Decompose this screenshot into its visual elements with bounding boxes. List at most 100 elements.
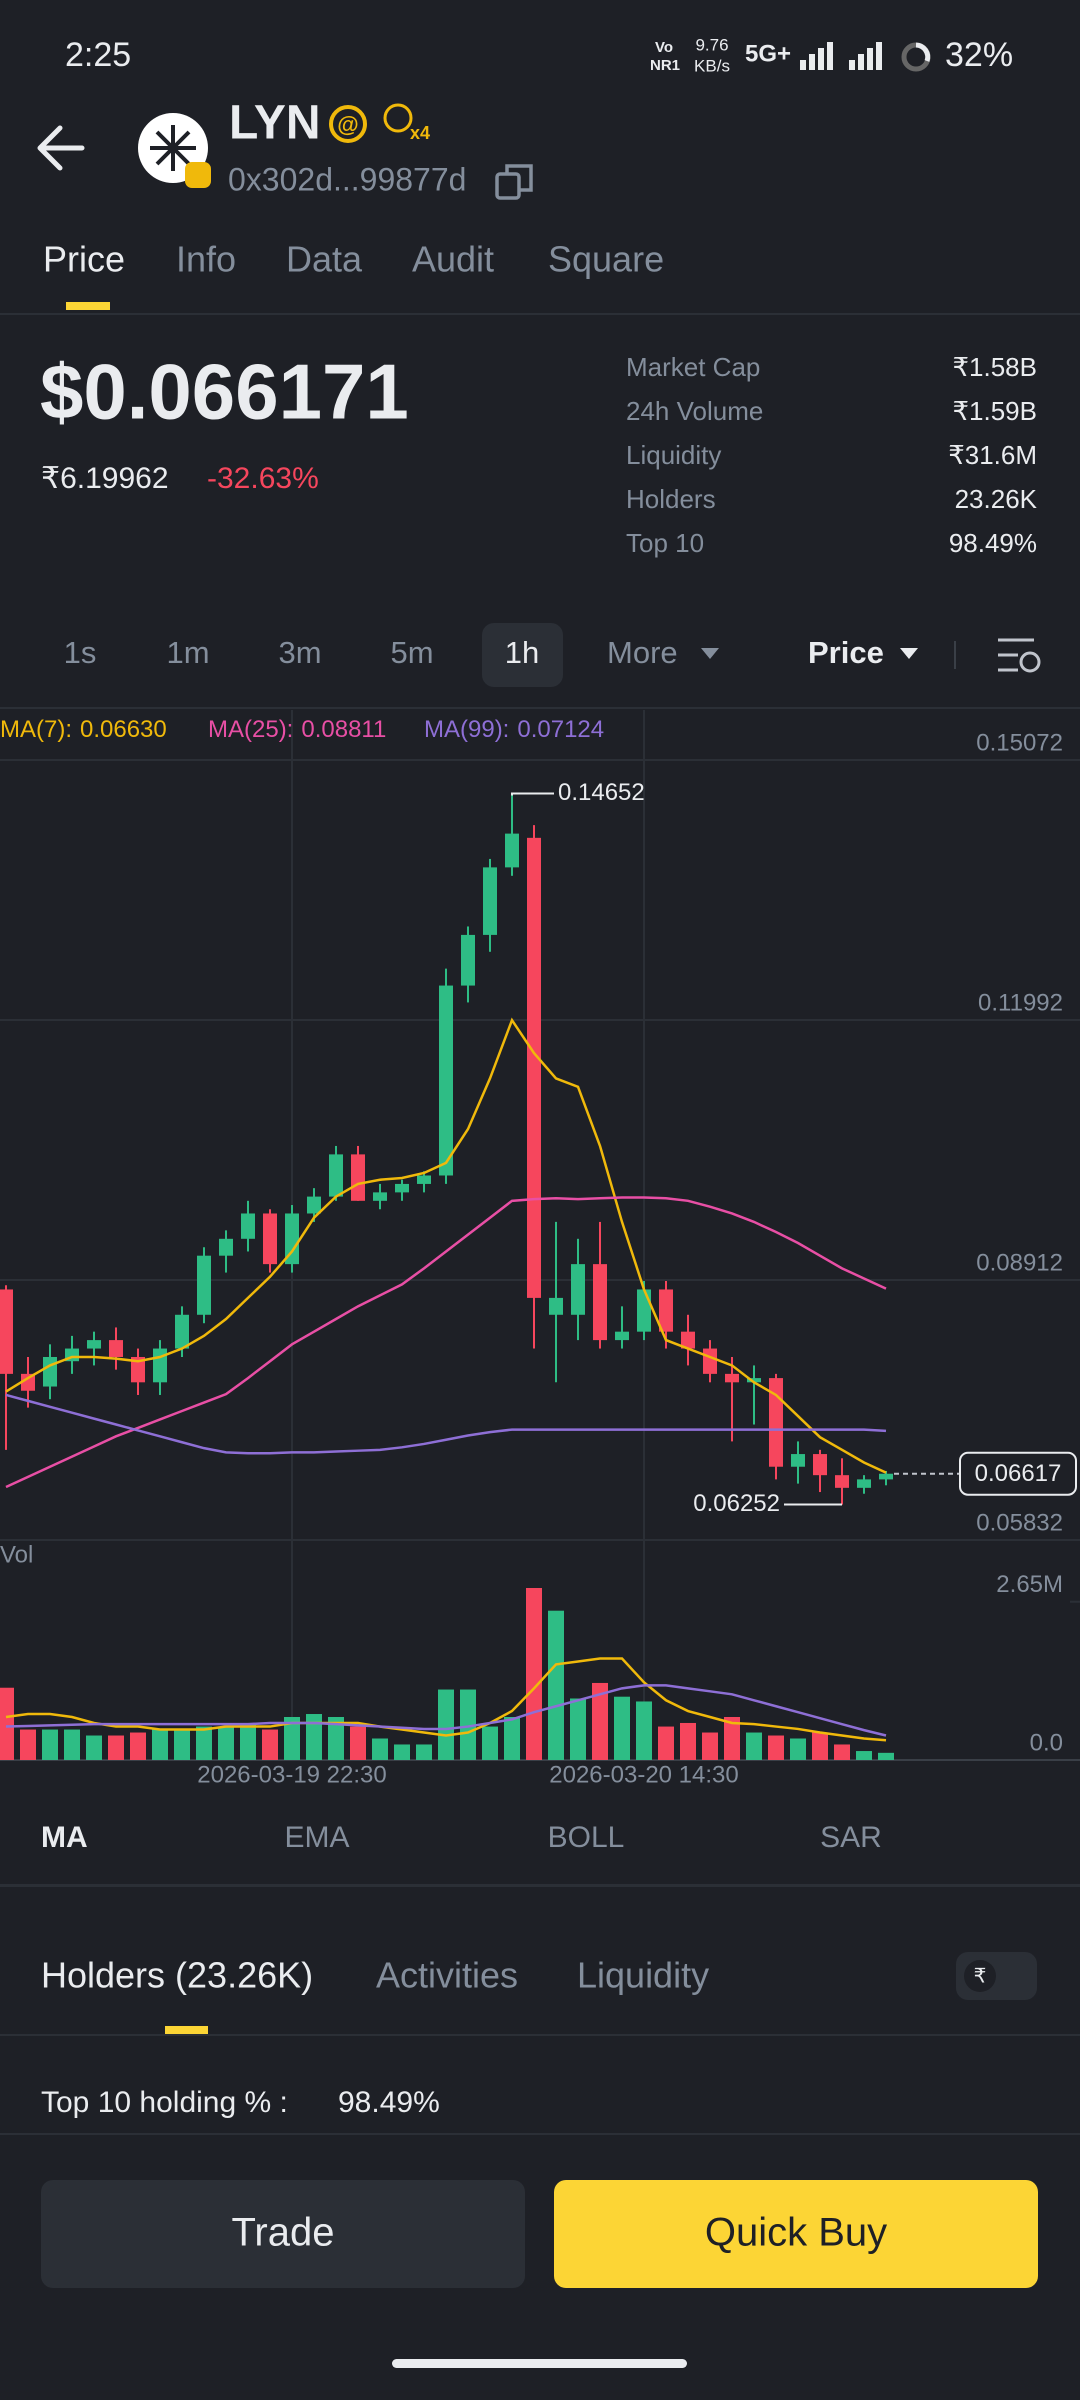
ma-line [5,1657,887,1742]
address: 0x302d...99877d [228,161,466,197]
tab[interactable]: Info [176,239,236,280]
volume-bar [42,1729,58,1760]
candle-body [351,1154,365,1201]
battery-level [915,42,931,62]
candle-body [527,837,541,1298]
candle-body [725,1373,739,1383]
candle-body [109,1340,123,1357]
network: 5G+ [745,40,791,67]
interval[interactable]: 1h [505,635,539,670]
candle-body [835,1475,849,1488]
clock: 2:25 [65,36,131,74]
tab[interactable]: Data [286,239,363,280]
ma-legend: MA(25): 0.08811 [208,716,386,743]
volume-bar [394,1744,410,1760]
indicator[interactable]: BOLL [548,1821,625,1854]
separator [954,641,956,669]
last-price-box [959,1451,1077,1496]
holder-tab[interactable]: Liquidity [577,1955,709,1996]
volume-bar [702,1732,718,1760]
candle-body [219,1238,233,1256]
volume-bar [482,1726,498,1760]
top10-label: Top 10 holding % : [41,2086,288,2119]
price-chart: 0.15072 0.11992 0.08912 0.05832 2026-03-19 2… [0,710,1080,1788]
stat-label: 24h Volume [626,396,763,426]
stat-value: ₹1.58B [953,352,1038,382]
volume-bar [196,1726,212,1760]
candle-body [395,1183,409,1193]
ma-line [5,1017,887,1474]
volume-bar [328,1717,344,1760]
candle-body [681,1331,695,1349]
home-indicator [392,2359,687,2368]
interval[interactable]: 5m [390,635,433,670]
volte: Vo [655,39,673,56]
volume-bar [834,1744,850,1760]
price-menu[interactable]: Price [808,635,884,670]
candle-body [659,1289,673,1332]
currency: ₹ [974,1965,987,1987]
interval[interactable]: 1s [64,635,97,670]
candle-body [0,1289,13,1374]
volume-bar [372,1738,388,1760]
stat-label: Liquidity [626,440,721,470]
more-menu[interactable]: More [607,635,678,670]
back-button[interactable] [37,125,85,171]
volume-bar [570,1698,586,1760]
volume-bar [438,1689,454,1760]
candle-body [461,934,475,986]
quick-buy-button[interactable] [554,2180,1038,2288]
stat-value: ₹31.6M [948,440,1037,470]
volume-bar [240,1722,256,1760]
stat-value: 98.49% [949,528,1037,558]
candle-body [21,1373,35,1391]
volume-bar [0,1687,14,1760]
volume-bar [680,1722,696,1760]
stat-label: Top 10 [626,528,704,558]
stat-value: 23.26K [955,484,1038,514]
volume-bar [130,1732,146,1760]
volume-bar [724,1717,740,1760]
volume-bar [20,1729,36,1760]
tab[interactable]: Audit [412,239,494,280]
chart-settings[interactable] [998,638,1041,673]
candle-body [87,1340,101,1349]
interval[interactable]: 1m [166,635,209,670]
stats: Market Cap ₹1.58B 24h Volume ₹1.59B Liquidit… [626,352,1038,558]
volume-bar [152,1729,168,1760]
volume-tick-label: 2.65M [996,1571,1063,1598]
ma-name: MA(99): [424,716,509,743]
candle-body [791,1454,805,1467]
candle-body [417,1175,431,1184]
trade-button[interactable] [41,2180,525,2288]
tab[interactable]: Square [548,239,664,280]
interval-selected [482,623,563,687]
mention-badge: @ [337,112,358,137]
candle-body [307,1196,321,1214]
volume-bar [746,1732,762,1760]
high-label: 0.14652 [558,779,645,806]
stat-value: ₹1.59B [953,396,1038,426]
volume-bar [64,1729,80,1760]
candle-body [483,867,497,935]
volume-bar [768,1735,784,1760]
interval[interactable]: 3m [278,635,321,670]
holder-tab[interactable]: Activities [376,1955,518,1996]
price-usd: $0.066171 [40,348,409,436]
volume-bar [878,1752,894,1760]
ma-line [5,1393,887,1455]
price-inr: ₹6.19962 [41,462,169,495]
currency-knob [964,1960,996,1992]
indicator[interactable]: MA [41,1821,88,1854]
copy-button[interactable] [495,164,533,200]
last-price-label: 0.06617 [975,1460,1062,1487]
divider [0,707,1080,709]
volume-bar [306,1714,322,1760]
indicator[interactable]: SAR [820,1821,882,1854]
volume-bar [350,1726,366,1760]
indicator[interactable]: EMA [284,1821,349,1854]
holder-tab[interactable]: Holders (23.26K) [41,1955,313,1996]
stat-label: Market Cap [626,352,760,382]
tab[interactable]: Price [43,239,125,280]
